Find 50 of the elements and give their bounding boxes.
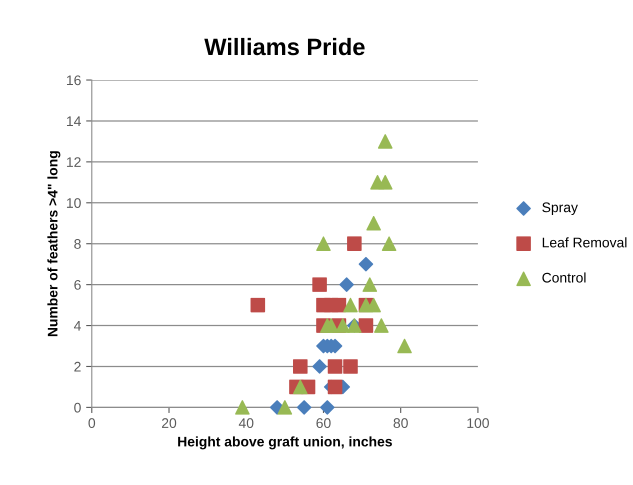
y-tick-label: 16 xyxy=(66,75,81,86)
y-tick-label: 14 xyxy=(66,116,81,126)
point xyxy=(362,277,378,292)
x-tick-label: 20 xyxy=(162,418,176,428)
chart-title: Williams Pride xyxy=(204,38,365,56)
point xyxy=(296,400,312,415)
x-axis-title: Height above graft union, inches xyxy=(178,436,392,450)
point xyxy=(358,318,374,333)
point xyxy=(358,256,374,272)
y-tick-label: 6 xyxy=(74,280,81,290)
legend-label: Spray xyxy=(542,202,578,216)
point xyxy=(397,338,412,354)
point xyxy=(328,380,342,394)
point xyxy=(347,236,362,251)
point xyxy=(378,175,393,190)
x-tick-label: 0 xyxy=(88,418,96,428)
point xyxy=(343,359,358,374)
point xyxy=(293,380,308,394)
point xyxy=(293,359,308,374)
point xyxy=(316,236,331,251)
legend-label: Leaf Removal xyxy=(542,237,626,248)
point xyxy=(378,134,393,149)
point xyxy=(382,236,396,251)
point xyxy=(328,359,342,374)
point xyxy=(250,298,266,312)
y-tick-label: 10 xyxy=(66,198,81,208)
point xyxy=(278,400,292,415)
point xyxy=(343,298,358,312)
point xyxy=(324,318,338,333)
point xyxy=(235,400,250,415)
point xyxy=(312,277,327,292)
y-axis-title: Number of feathers >4" long xyxy=(47,151,60,336)
x-tick-label: 100 xyxy=(467,418,489,428)
y-tick-label: 2 xyxy=(74,362,81,372)
point xyxy=(312,359,327,374)
y-tick-label: 4 xyxy=(74,321,81,331)
x-tick-label: 80 xyxy=(394,418,408,428)
point xyxy=(366,298,381,312)
y-tick-label: 0 xyxy=(74,402,81,413)
x-tick-label: 60 xyxy=(316,418,331,428)
point xyxy=(332,298,346,312)
y-tick-label: 8 xyxy=(74,239,81,249)
legend-label: Control xyxy=(542,272,586,283)
point xyxy=(366,216,381,231)
point xyxy=(374,318,389,333)
point xyxy=(339,277,354,292)
y-tick-label: 12 xyxy=(66,157,81,167)
point xyxy=(320,400,335,415)
x-tick-label: 40 xyxy=(238,418,254,428)
point xyxy=(335,318,350,333)
